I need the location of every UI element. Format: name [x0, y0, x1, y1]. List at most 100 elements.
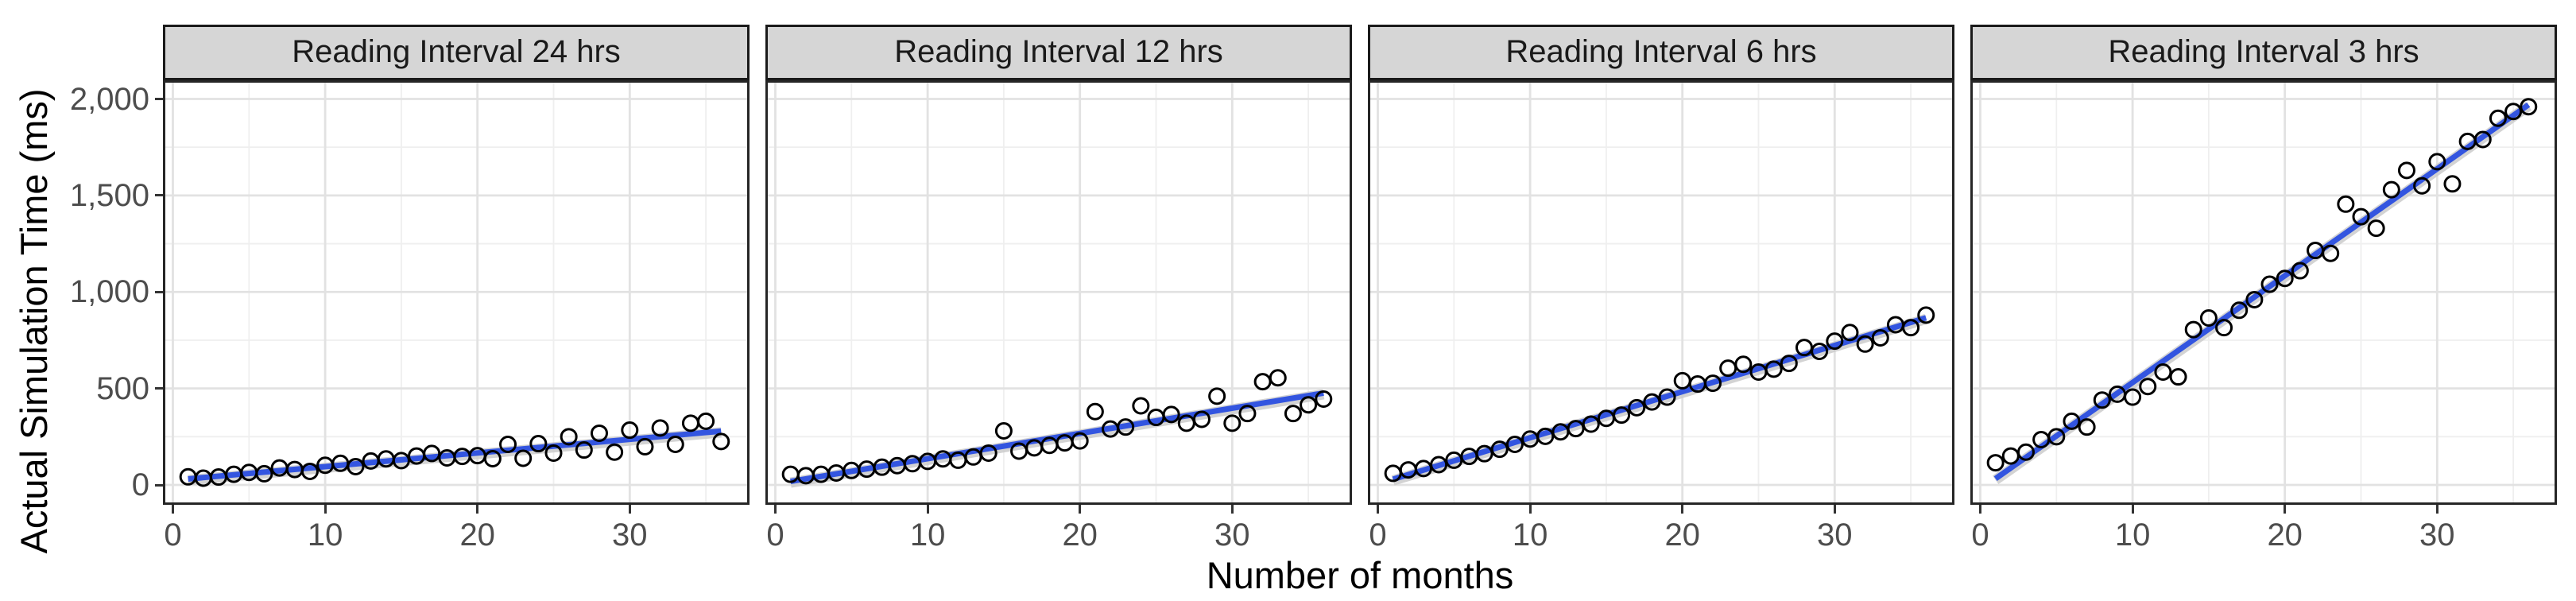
x-tick-label: 0 — [1369, 518, 1387, 553]
x-tick-label: 0 — [1971, 518, 1989, 553]
y-axis: 0 500 1,000 1,500 2,000 — [0, 0, 164, 601]
data-point — [1284, 405, 1302, 423]
trend-line — [1993, 102, 2531, 482]
data-point — [1490, 440, 1509, 459]
data-point — [2199, 309, 2218, 328]
data-point — [1117, 418, 1135, 436]
data-point — [697, 412, 715, 430]
data-point — [1505, 436, 1524, 454]
data-point — [347, 457, 365, 475]
data-point — [590, 424, 608, 442]
data-point — [621, 421, 639, 440]
data-point — [1475, 444, 1493, 463]
plot-panel — [1368, 80, 1954, 505]
facet-strip-label: Reading Interval 6 hrs — [1368, 25, 1954, 80]
x-tick-mark — [476, 505, 479, 514]
data-point — [1734, 355, 1753, 374]
x-tick-mark — [2131, 505, 2134, 514]
plot-panel — [1970, 80, 2557, 505]
data-point — [2047, 428, 2066, 446]
facet-panel-3hrs: Reading Interval 3 hrs 0 10 20 30 — [1970, 25, 2557, 557]
data-point — [1780, 355, 1798, 373]
trend-line — [790, 390, 1324, 485]
data-point — [1613, 406, 1631, 425]
data-point — [2184, 320, 2202, 339]
data-point — [575, 441, 593, 459]
data-point — [392, 452, 410, 470]
data-point — [712, 432, 730, 451]
facet-strip-label: Reading Interval 3 hrs — [1970, 25, 2557, 80]
x-tick-label: 10 — [307, 518, 343, 553]
y-tick-label: 1,000 — [69, 274, 149, 310]
data-point — [2428, 153, 2446, 171]
data-point — [2504, 103, 2523, 121]
panel-border — [1970, 80, 2557, 505]
data-point — [2397, 161, 2415, 180]
data-point — [1917, 306, 1935, 324]
data-point — [979, 444, 997, 462]
data-point — [1986, 454, 2005, 472]
data-point — [2382, 180, 2400, 199]
x-tick-label: 30 — [1817, 518, 1853, 553]
panel-border — [163, 80, 750, 505]
data-point — [1826, 332, 1844, 351]
data-point — [1132, 397, 1150, 415]
data-point — [2124, 388, 2142, 406]
y-tick-mark — [155, 387, 164, 390]
x-tick-mark — [2284, 505, 2287, 514]
data-point — [1162, 405, 1180, 424]
facet-strip-label: Reading Interval 24 hrs — [163, 25, 750, 80]
data-point — [1811, 343, 1829, 361]
facet-panel-12hrs: Reading Interval 12 hrs 0 10 20 30 — [765, 25, 1352, 557]
x-tick-label: 20 — [459, 518, 495, 553]
x-tick-mark — [2435, 505, 2438, 514]
y-tick-mark — [155, 194, 164, 197]
plot-panel — [765, 80, 1352, 505]
data-point — [2473, 130, 2492, 149]
data-point — [1764, 360, 1783, 378]
data-point — [1643, 393, 1661, 411]
data-point — [2322, 244, 2340, 262]
data-point — [651, 419, 669, 437]
data-point — [606, 443, 624, 461]
data-point — [529, 435, 548, 453]
x-tick-label: 20 — [1062, 518, 1098, 553]
data-point — [2260, 275, 2279, 293]
data-point — [1536, 427, 1555, 445]
data-point — [1658, 388, 1676, 406]
x-tick-label: 20 — [2267, 518, 2303, 553]
y-tick-mark — [155, 98, 164, 100]
x-tick-label: 10 — [2114, 518, 2151, 553]
data-point — [1086, 402, 1104, 421]
data-point — [423, 444, 441, 463]
data-point — [1841, 324, 1859, 342]
data-point — [2352, 207, 2370, 226]
data-point — [300, 463, 319, 481]
data-point — [2276, 269, 2294, 288]
y-tick-label: 0 — [131, 467, 149, 502]
x-tick-mark — [1079, 505, 1082, 514]
data-point — [2443, 175, 2462, 193]
data-point — [1208, 387, 1226, 405]
panel-border — [1368, 80, 1954, 505]
facet-panel-24hrs: Reading Interval 24 hrs 0 10 20 30 — [163, 25, 750, 557]
data-point — [2245, 290, 2264, 308]
data-point — [2520, 98, 2538, 116]
data-point — [2489, 109, 2507, 127]
data-point — [2367, 219, 2385, 238]
data-point — [1223, 414, 1242, 432]
facet-strip-label: Reading Interval 12 hrs — [765, 25, 1352, 80]
data-point — [1192, 410, 1211, 428]
x-tick-mark — [774, 505, 777, 514]
data-point — [2093, 391, 2111, 409]
data-point — [2215, 319, 2233, 337]
data-point — [514, 449, 533, 467]
x-tick-mark — [926, 505, 929, 514]
x-tick-label: 30 — [612, 518, 648, 553]
x-tick-label: 0 — [164, 518, 182, 553]
x-tick-mark — [1681, 505, 1684, 514]
data-point — [2016, 443, 2035, 461]
data-point — [544, 444, 563, 462]
y-tick-label: 500 — [96, 370, 149, 406]
